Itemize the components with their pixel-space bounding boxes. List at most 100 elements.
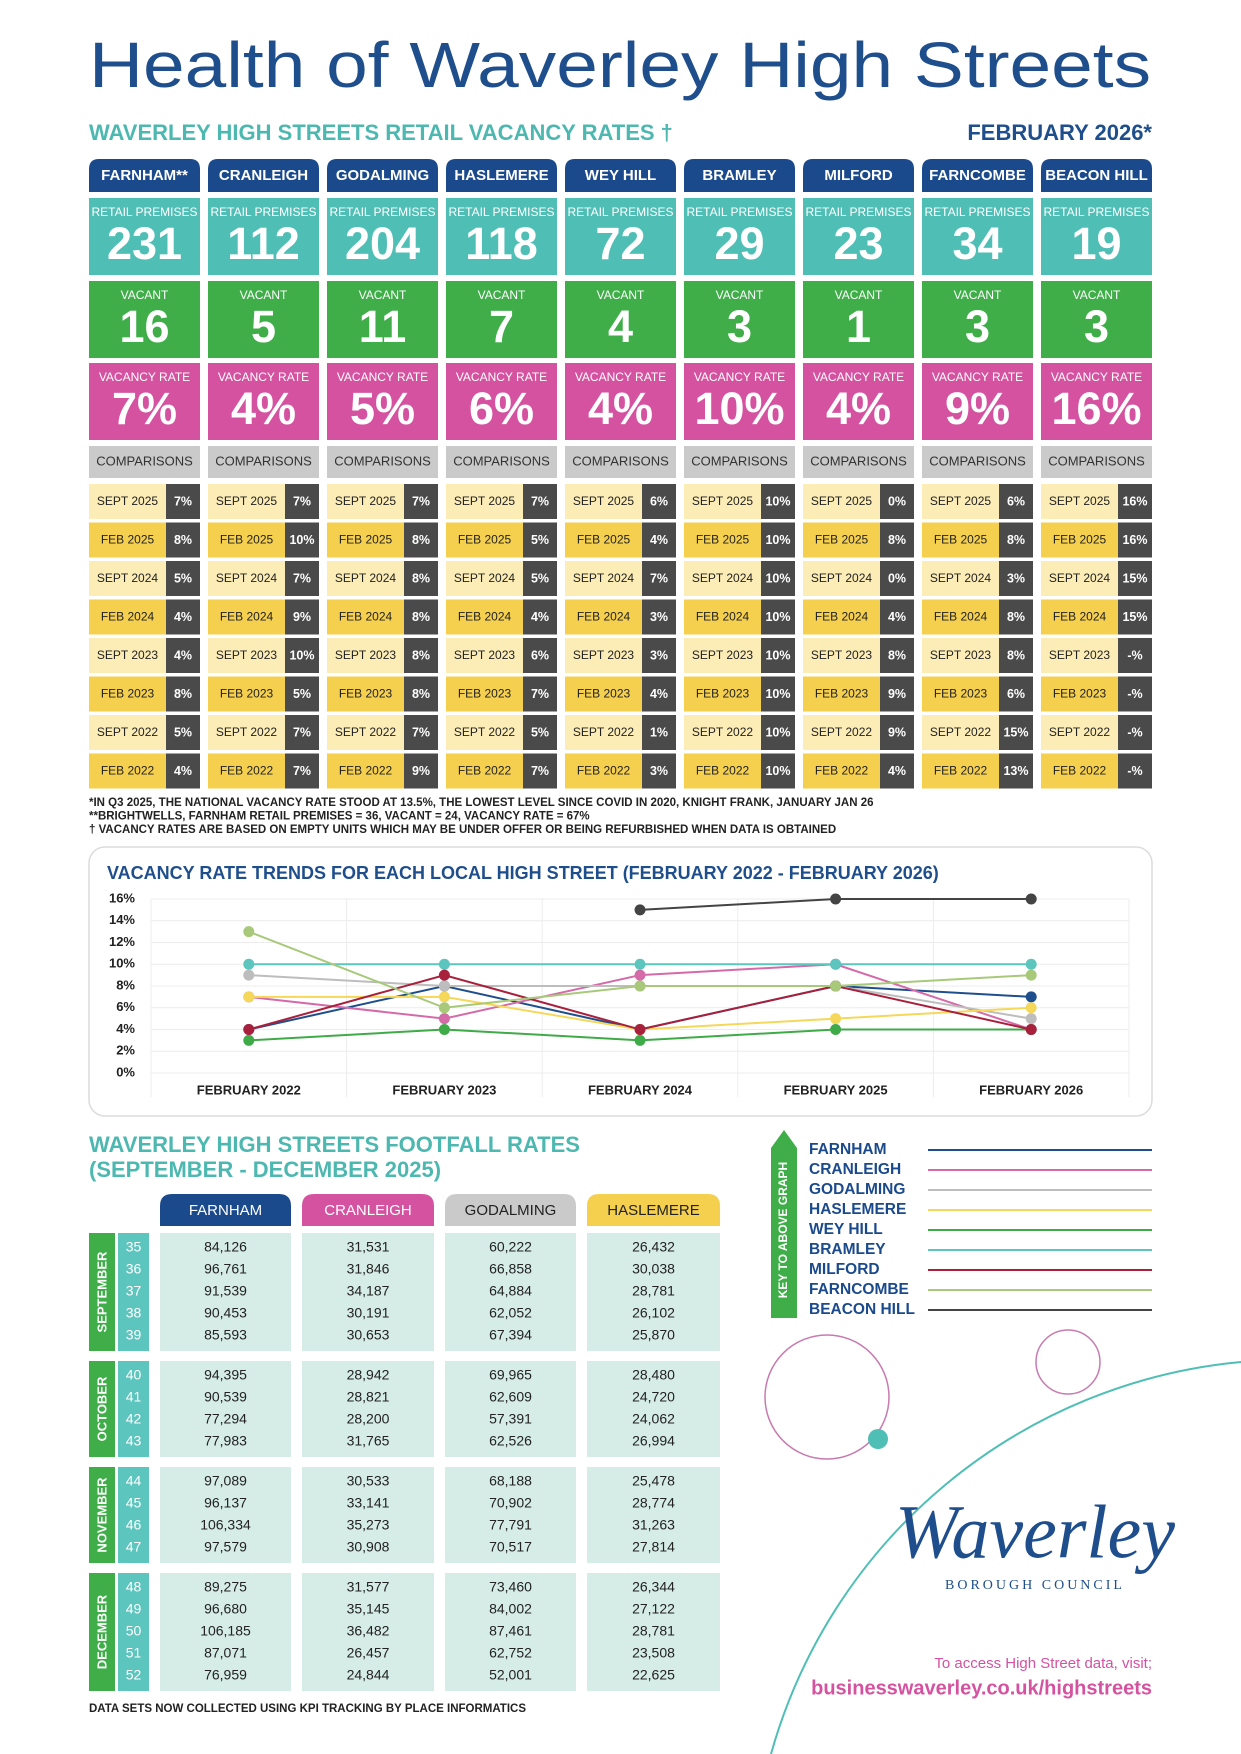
legend-entry: CRANLEIGH xyxy=(809,1161,901,1178)
rate-value: 10% xyxy=(765,764,790,778)
footfall-value: 26,344 xyxy=(632,1579,675,1595)
footfall-value: 27,122 xyxy=(632,1601,675,1617)
period-label: FEB 2022 xyxy=(1053,764,1107,778)
data-block xyxy=(445,1467,576,1563)
stat-label: RETAIL PREMISES xyxy=(686,205,792,219)
footfall-value: 35,273 xyxy=(347,1517,390,1533)
access-link[interactable]: businesswaverley.co.uk/highstreets xyxy=(811,1677,1152,1699)
month-bar xyxy=(89,1233,115,1351)
month-bar xyxy=(89,1361,115,1457)
stat-value: 118 xyxy=(465,218,538,269)
rate-value: 10% xyxy=(289,533,314,547)
period-label: FEB 2022 xyxy=(696,764,750,778)
rate-value: 7% xyxy=(412,494,430,508)
footnote: **BRIGHTWELLS, FARNHAM RETAIL PREMISES =… xyxy=(89,811,590,823)
rate-cell xyxy=(523,599,557,635)
period-cell xyxy=(684,676,761,712)
rate-cell xyxy=(642,676,676,712)
footfall-value: 26,432 xyxy=(632,1239,675,1255)
data-block xyxy=(302,1573,434,1691)
rate-value: 15% xyxy=(1003,725,1028,739)
footfall-value: 68,188 xyxy=(489,1473,532,1489)
period-cell xyxy=(89,676,166,712)
footnote: † VACANCY RATES ARE BASED ON EMPTY UNITS… xyxy=(89,824,836,836)
rate-value: 9% xyxy=(888,687,906,701)
rate-cell xyxy=(642,715,676,750)
data-block xyxy=(587,1361,720,1457)
footfall-value: 22,625 xyxy=(632,1667,675,1683)
rate-value: 8% xyxy=(412,648,430,662)
rate-cell xyxy=(166,522,200,558)
stat-label: VACANT xyxy=(954,288,1002,302)
footfall-value: 76,959 xyxy=(204,1667,247,1683)
period-label: SEPT 2022 xyxy=(1049,725,1110,739)
period-cell xyxy=(684,561,761,596)
rate-cell xyxy=(880,676,914,712)
stat-box xyxy=(684,198,795,275)
stat-label: VACANCY RATE xyxy=(1051,370,1142,384)
footfall-value: 62,752 xyxy=(489,1645,532,1661)
period-label: FEB 2025 xyxy=(220,533,274,547)
rate-cell xyxy=(880,715,914,750)
period-label: SEPT 2022 xyxy=(692,725,753,739)
period-cell xyxy=(89,599,166,635)
stat-value: 5% xyxy=(350,383,415,434)
town-tab xyxy=(803,159,914,192)
period-cell xyxy=(1041,599,1118,635)
rate-value: 0% xyxy=(888,494,906,508)
footfall-value: 97,579 xyxy=(204,1539,247,1555)
stat-label: RETAIL PREMISES xyxy=(924,205,1030,219)
comparisons-label: COMPARISONS xyxy=(810,453,907,468)
data-point xyxy=(438,1002,450,1014)
stat-box xyxy=(803,281,914,358)
rate-cell xyxy=(999,561,1033,596)
period-cell xyxy=(803,561,880,596)
period-label: FEB 2023 xyxy=(458,687,512,701)
footfall-value: 97,089 xyxy=(204,1473,247,1489)
period-label: SEPT 2023 xyxy=(692,648,753,662)
rate-value: 8% xyxy=(412,571,430,585)
footfall-value: 33,141 xyxy=(347,1495,390,1511)
rate-value: 7% xyxy=(293,571,311,585)
data-block xyxy=(302,1361,434,1457)
rate-value: 6% xyxy=(1007,494,1025,508)
period-label: FEB 2024 xyxy=(339,610,393,624)
period-cell xyxy=(1041,676,1118,712)
rate-cell xyxy=(1118,522,1152,558)
rate-value: 4% xyxy=(174,764,192,778)
period-cell xyxy=(446,484,523,519)
footfall-value: 28,821 xyxy=(347,1389,390,1405)
period-label: FEB 2023 xyxy=(577,687,631,701)
data-point xyxy=(438,958,450,970)
rate-cell xyxy=(166,484,200,519)
stat-label: RETAIL PREMISES xyxy=(210,205,316,219)
stat-label: VACANCY RATE xyxy=(813,370,904,384)
comparisons-header xyxy=(208,446,319,478)
stat-value: 23 xyxy=(833,218,883,269)
period-label: SEPT 2023 xyxy=(1049,648,1110,662)
rate-value: 8% xyxy=(1007,610,1025,624)
week-bar xyxy=(118,1573,149,1691)
stat-value: 16% xyxy=(1051,383,1141,434)
logo-org: BOROUGH COUNCIL xyxy=(945,1578,1125,1593)
comparisons-header xyxy=(1041,446,1152,478)
data-block xyxy=(160,1233,291,1351)
period-cell xyxy=(89,522,166,558)
stat-value: 1 xyxy=(846,301,871,352)
data-point xyxy=(634,1034,646,1046)
period-cell xyxy=(922,599,999,635)
period-label: FEB 2024 xyxy=(458,610,512,624)
comparisons-label: COMPARISONS xyxy=(572,453,669,468)
footfall-note: DATA SETS NOW COLLECTED USING KPI TRACKI… xyxy=(89,1703,526,1715)
stat-label: VACANT xyxy=(716,288,764,302)
week-number: 42 xyxy=(126,1411,142,1427)
y-tick-label: 8% xyxy=(116,977,135,992)
town-tab xyxy=(446,159,557,192)
period-label: SEPT 2025 xyxy=(811,494,872,508)
period-label: FEB 2024 xyxy=(696,610,750,624)
footfall-value: 94,395 xyxy=(204,1367,247,1383)
stat-box xyxy=(565,281,676,358)
rate-value: 7% xyxy=(412,725,430,739)
rate-cell xyxy=(166,638,200,673)
stat-value: 112 xyxy=(227,218,300,269)
